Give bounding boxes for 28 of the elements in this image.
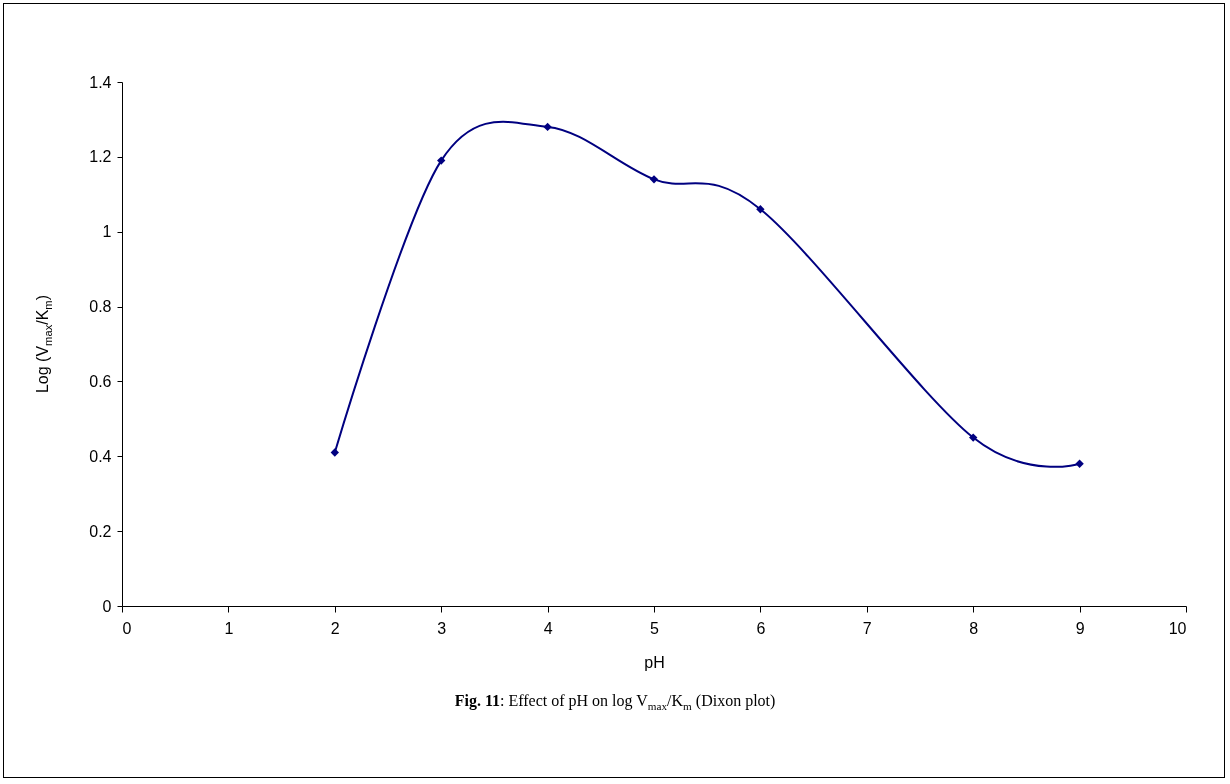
x-tick-label: 7 <box>862 619 872 637</box>
y-tick-label: 0.8 <box>89 298 112 316</box>
y-tick-label: 1.2 <box>89 148 112 166</box>
x-tick-label: 10 <box>1168 619 1187 637</box>
x-tick-label: 8 <box>969 619 979 637</box>
y-tick-label: 0.4 <box>89 447 112 465</box>
point <box>330 448 339 457</box>
x-tick-label: 2 <box>330 619 340 637</box>
y-tick-label: 0.2 <box>89 522 112 540</box>
y-tick-label: 1.4 <box>89 73 112 91</box>
point <box>437 156 446 165</box>
y-tick-label: 0.6 <box>89 372 112 390</box>
point <box>969 433 978 442</box>
point <box>649 175 659 184</box>
x-tick-label: 3 <box>437 619 447 637</box>
y-tick-label: 0 <box>102 597 112 615</box>
caption: Fig. 11: Effect of pH on log V$_{max}$/K$_{m}$ (Dixon plot) <box>453 692 777 713</box>
x-tick-label: 9 <box>1075 619 1085 637</box>
x-tick-label: 5 <box>650 619 660 637</box>
x-axis-title: pH <box>644 653 665 671</box>
x-tick-label: 0 <box>122 619 132 637</box>
y-tick-label: 1 <box>102 223 112 241</box>
x-tick-label: 1 <box>224 619 234 637</box>
x-tick-label: 6 <box>756 619 766 637</box>
point <box>1075 459 1084 468</box>
point <box>543 122 552 132</box>
point <box>756 205 765 214</box>
x-tick-label: 4 <box>543 619 553 637</box>
